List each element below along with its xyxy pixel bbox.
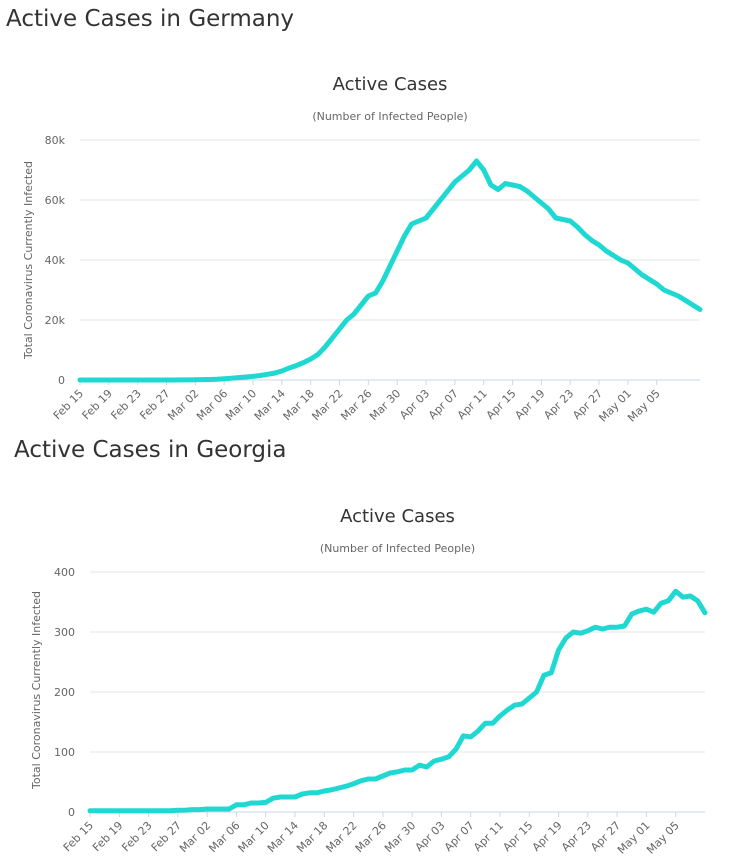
- x-tick-label: Apr 03: [397, 387, 432, 422]
- x-tick-label: Mar 30: [382, 819, 418, 855]
- active-cases-line: [77, 158, 703, 383]
- y-axis-label: Total Coronavirus Currently Infected: [22, 161, 35, 360]
- x-tick-label: Mar 14: [252, 387, 288, 423]
- x-tick-label: Feb 19: [90, 819, 125, 854]
- x-tick-label: Mar 02: [165, 387, 201, 423]
- x-tick-label: Apr 23: [559, 819, 594, 854]
- x-tick-label: Mar 30: [367, 387, 403, 423]
- y-tick-label: 100: [54, 746, 75, 759]
- x-tick-label: Apr 03: [413, 819, 448, 854]
- x-tick-label: Apr 19: [530, 819, 565, 854]
- x-tick-label: Mar 06: [194, 387, 230, 423]
- chart-title: Active Cases: [333, 74, 448, 95]
- x-tick-label: Apr 07: [426, 387, 461, 422]
- x-tick-label: Mar 06: [206, 819, 242, 855]
- y-tick-label: 200: [54, 686, 75, 699]
- y-tick-label: 80k: [45, 134, 66, 147]
- x-tick-label: Apr 19: [512, 387, 547, 422]
- y-tick-label: 0: [58, 374, 65, 387]
- germany-section-title: Active Cases in Germany: [6, 6, 295, 32]
- y-tick-label: 300: [54, 626, 75, 639]
- x-tick-label: Apr 11: [455, 387, 490, 422]
- y-axis-label: Total Coronavirus Currently Infected: [30, 591, 43, 790]
- x-tick-label: Mar 18: [294, 819, 330, 855]
- x-tick-label: May 05: [644, 819, 682, 857]
- x-tick-label: Mar 10: [223, 387, 259, 423]
- x-tick-label: Feb 23: [108, 387, 143, 422]
- active-cases-line: [87, 588, 708, 814]
- x-tick-label: Feb 19: [80, 387, 115, 422]
- chart-subtitle: (Number of Infected People): [312, 110, 467, 123]
- x-tick-label: May 05: [625, 387, 663, 425]
- x-tick-label: Mar 14: [265, 819, 301, 855]
- y-tick-label: 20k: [45, 314, 66, 327]
- x-tick-label: Mar 10: [236, 819, 272, 855]
- x-tick-label: Mar 22: [323, 819, 359, 855]
- x-tick-label: Apr 15: [484, 387, 519, 422]
- x-tick-label: Mar 26: [353, 819, 389, 855]
- chart-subtitle: (Number of Infected People): [320, 542, 475, 555]
- georgia-section-title: Active Cases in Georgia: [14, 437, 287, 463]
- x-tick-label: Feb 15: [61, 819, 96, 854]
- x-tick-label: Mar 26: [338, 387, 374, 423]
- x-tick-label: Apr 07: [442, 819, 477, 854]
- x-tick-label: Apr 15: [500, 819, 535, 854]
- y-tick-label: 400: [54, 566, 75, 579]
- y-tick-label: 0: [68, 806, 75, 819]
- georgia-active-cases-chart: Active Cases (Number of Infected People) T…: [30, 506, 708, 857]
- x-tick-label: Apr 23: [541, 387, 576, 422]
- y-tick-label: 60k: [45, 194, 66, 207]
- x-tick-label: Feb 23: [119, 819, 154, 854]
- x-tick-label: Mar 22: [309, 387, 345, 423]
- germany-active-cases-chart: Active Cases (Number of Infected People) T…: [22, 74, 703, 425]
- y-tick-label: 40k: [45, 254, 66, 267]
- x-tick-label: Feb 15: [51, 387, 86, 422]
- x-tick-label: Mar 18: [281, 387, 317, 423]
- x-tick-label: Mar 02: [177, 819, 213, 855]
- x-tick-label: Apr 11: [471, 819, 506, 854]
- chart-title: Active Cases: [340, 506, 455, 527]
